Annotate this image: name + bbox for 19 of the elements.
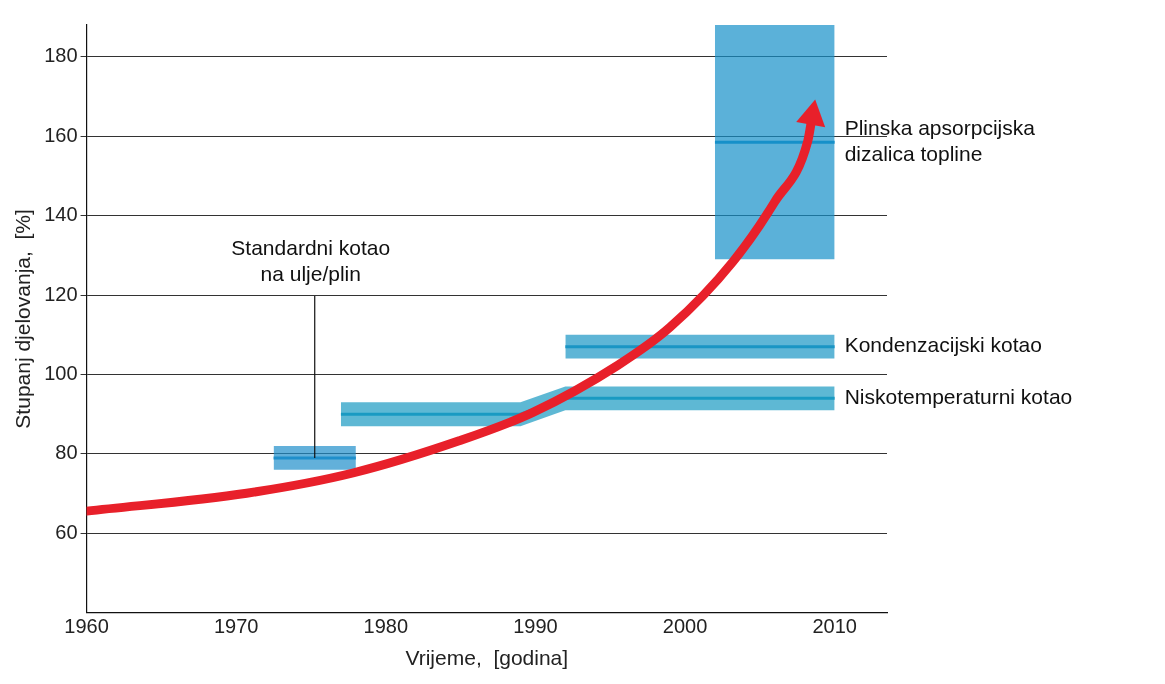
- y-tick-label: 60: [55, 520, 78, 543]
- series-label: Kondenzacijski kotao: [844, 333, 1042, 357]
- y-tick-label: 180: [44, 44, 78, 67]
- x-tick-label: 2010: [812, 615, 857, 638]
- series-label: Plinska apsorpcijska dizalica topline: [844, 115, 1036, 165]
- series-label: Niskotemperaturni kotao: [844, 385, 1073, 409]
- y-tick-label: 80: [55, 441, 78, 464]
- x-tick-label: 1980: [363, 615, 409, 638]
- x-tick-label: 1990: [513, 615, 558, 638]
- text: Standardni kotao na ulje/plin: [231, 236, 391, 286]
- y-tick-label: 100: [44, 362, 78, 385]
- y-tick-label: 160: [44, 123, 78, 146]
- y-axis-title: Stupanj djelovanja, [%]: [11, 209, 35, 429]
- y-tick-label: 140: [44, 203, 78, 226]
- y-tick-label: 120: [44, 282, 78, 305]
- x-tick-label: 2000: [662, 615, 708, 638]
- x-axis-title: Vrijeme, [godina]: [405, 646, 569, 670]
- x-tick-label: 1960: [64, 615, 109, 638]
- x-tick-label: 1970: [213, 615, 259, 638]
